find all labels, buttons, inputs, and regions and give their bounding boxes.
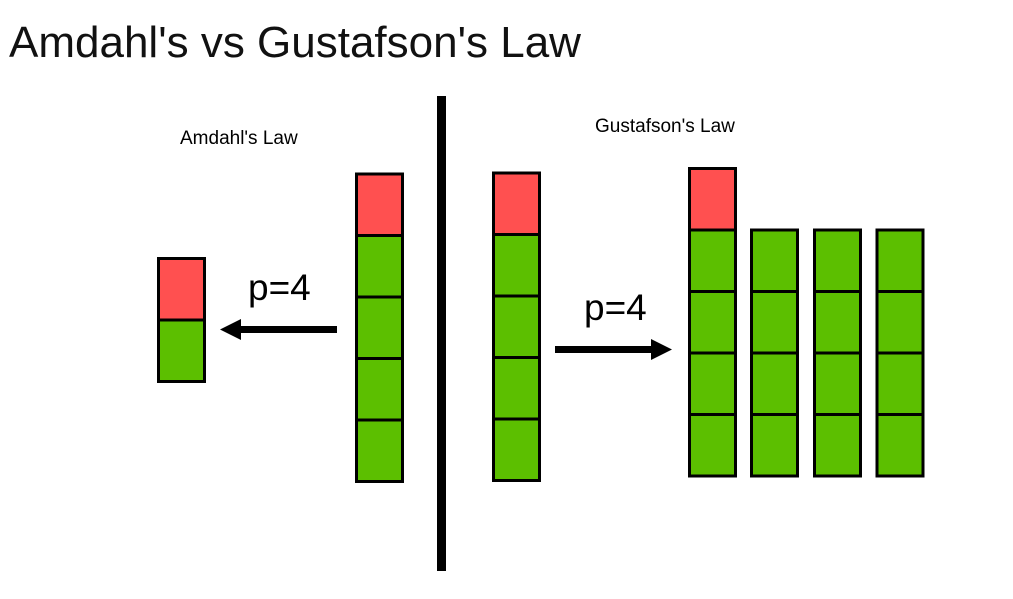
parallel-cell: [492, 356, 541, 421]
slide-title: Amdahl's vs Gustafson's Law: [9, 18, 581, 67]
parallel-cell: [813, 351, 862, 416]
gustafson-label: Gustafson's Law: [595, 116, 735, 137]
parallel-cell: [750, 413, 799, 478]
serial-cell: [355, 172, 404, 237]
parallel-cell: [355, 295, 404, 360]
gustafson-after-column: [813, 228, 862, 478]
amdahl-arrow: [220, 319, 337, 340]
serial-cell: [688, 167, 737, 232]
parallel-cell: [875, 290, 925, 355]
parallel-cell: [813, 413, 862, 478]
gustafson-after-column: [750, 228, 799, 478]
parallel-cell: [355, 357, 404, 422]
parallel-cell: [875, 351, 925, 416]
gustafson-after-column: [688, 167, 737, 478]
serial-cell: [492, 171, 541, 236]
parallel-cell: [355, 418, 404, 483]
parallel-cell: [688, 351, 737, 416]
parallel-cell: [688, 413, 737, 478]
amdahl-arrow-label: p=4: [248, 267, 311, 308]
parallel-cell: [355, 234, 404, 299]
amdahl-after-column: [157, 257, 206, 383]
parallel-cell: [813, 228, 862, 293]
divider-line: [437, 96, 446, 571]
amdahl-before-column: [355, 172, 404, 483]
serial-cell: [157, 257, 206, 322]
parallel-cell: [875, 413, 925, 478]
gustafson-arrow-label: p=4: [584, 287, 647, 328]
parallel-cell: [750, 351, 799, 416]
parallel-cell: [750, 290, 799, 355]
gustafson-arrow: [555, 339, 672, 360]
parallel-cell: [813, 290, 862, 355]
parallel-cell: [688, 290, 737, 355]
parallel-cell: [492, 294, 541, 359]
parallel-cell: [157, 318, 206, 383]
parallel-cell: [688, 228, 737, 293]
parallel-cell: [492, 417, 541, 482]
gustafson-after-column: [875, 228, 925, 478]
parallel-cell: [875, 228, 925, 293]
parallel-cell: [492, 233, 541, 298]
parallel-cell: [750, 228, 799, 293]
gustafson-before-column: [492, 171, 541, 482]
amdahl-label: Amdahl's Law: [180, 128, 298, 149]
